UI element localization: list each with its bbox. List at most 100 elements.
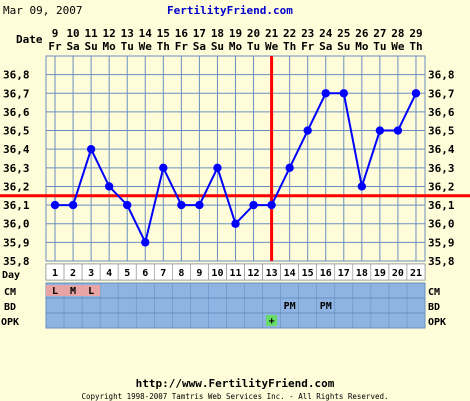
grid xyxy=(45,55,426,262)
day-number: 9 xyxy=(196,268,202,279)
date-number: 24 xyxy=(319,27,333,40)
cm-row-label-left: CM xyxy=(4,287,16,298)
opk-entry-cell xyxy=(266,315,278,326)
day-number: 8 xyxy=(178,268,184,279)
temperature-point xyxy=(141,238,150,247)
day-number: 7 xyxy=(160,268,166,279)
date-weekday: Sa xyxy=(193,40,206,53)
y-tick-label-right: 36,1 xyxy=(428,199,455,212)
temperature-point xyxy=(267,200,276,210)
day-number: 19 xyxy=(374,268,386,279)
bd-row-label-left: BD xyxy=(4,302,16,313)
day-number: 2 xyxy=(70,268,76,279)
day-number: 5 xyxy=(124,268,130,279)
date-weekday: Fr xyxy=(48,40,62,53)
date-weekday: Sa xyxy=(66,40,79,53)
bd-entry-label: PM xyxy=(284,301,296,312)
temperature-point xyxy=(123,200,132,210)
cm-row-label-right: CM xyxy=(428,287,440,298)
date-row-label: Date xyxy=(16,33,43,46)
day-number: 10 xyxy=(211,268,223,279)
footer-url[interactable]: http://www.FertilityFriend.com xyxy=(136,377,335,390)
y-tick-label-left: 35,9 xyxy=(3,236,30,249)
temperature-point xyxy=(213,163,222,173)
day-number: 1 xyxy=(52,268,58,279)
date-number: 29 xyxy=(409,27,422,40)
y-tick-label-left: 36,8 xyxy=(3,69,30,82)
day-number: 20 xyxy=(392,268,404,279)
site-title[interactable]: FertilityFriend.com xyxy=(167,4,293,17)
date-weekday: Tu xyxy=(247,40,260,53)
cm-entry-cell xyxy=(64,285,83,296)
y-tick-label-right: 35,9 xyxy=(428,236,455,249)
temperature-point xyxy=(285,163,294,173)
opk-row-label-right: OPK xyxy=(428,317,446,328)
date-weekday: Fr xyxy=(175,40,189,53)
date-number: 20 xyxy=(247,27,260,40)
date-number: 10 xyxy=(66,27,79,40)
temperature-point xyxy=(231,219,240,228)
temperature-point xyxy=(86,144,96,154)
y-tick-label-left: 36,4 xyxy=(3,143,30,156)
day-number: 3 xyxy=(88,268,94,279)
date-weekday: Su xyxy=(211,40,224,53)
cm-row xyxy=(45,282,426,299)
date-number: 18 xyxy=(211,27,224,40)
observation-rows: 1 2 3 4 5 6 7 8 9 10 11 12 13 14 15 16 17 18 19 20 21L M LPM PM… xyxy=(45,263,426,329)
y-tick-label-left: 35,8 xyxy=(3,255,30,268)
date-number: 16 xyxy=(175,27,189,40)
y-tick-label-right: 36,6 xyxy=(428,106,455,119)
day-number: 14 xyxy=(284,268,296,279)
date-weekday: Th xyxy=(157,40,170,53)
cm-entry-label: L xyxy=(52,286,58,297)
date-header-row: 9Fr10Sa11Su12Mo13Tu14We15Th16Fr17Sa18Su1… xyxy=(48,27,422,53)
y-tick-label-left: 36,0 xyxy=(3,218,30,231)
date-weekday: Su xyxy=(84,40,97,53)
bd-entry-label: PM xyxy=(320,301,332,312)
day-number: 4 xyxy=(106,268,112,279)
y-tick-label-right: 36,4 xyxy=(428,143,455,156)
y-tick-label-right: 36,0 xyxy=(428,218,455,231)
temperature-point xyxy=(357,182,367,191)
day-cell xyxy=(406,263,426,281)
date-number: 22 xyxy=(283,27,296,40)
bd-row-label-right: BD xyxy=(428,302,440,313)
y-tick-label-left: 36,5 xyxy=(3,125,30,138)
date-number: 12 xyxy=(103,27,116,40)
date-number: 15 xyxy=(157,27,170,40)
temperature-point xyxy=(321,89,330,98)
temperature-point xyxy=(159,163,168,173)
day-number: 12 xyxy=(248,268,260,279)
temperature-point xyxy=(411,89,421,98)
temperature-point xyxy=(177,200,186,210)
y-tick-label-right: 36,2 xyxy=(428,180,455,193)
day-number: 18 xyxy=(356,268,368,279)
cm-entry-label: M xyxy=(70,286,76,297)
date-weekday: Mo xyxy=(229,40,243,53)
temperature-point xyxy=(249,200,258,210)
day-row-label: Day xyxy=(2,270,20,281)
day-number: 11 xyxy=(229,268,241,279)
temperature-point xyxy=(393,126,403,135)
date-weekday: Tu xyxy=(121,40,134,53)
bd-row xyxy=(45,297,426,314)
temperature-point xyxy=(68,200,78,210)
day-number: 21 xyxy=(410,268,422,279)
date-weekday: Sa xyxy=(319,40,332,53)
date-weekday: Th xyxy=(283,40,296,53)
opk-entry-label: + xyxy=(269,316,275,327)
y-axis-ticks: 35,8 35,8 35,9 35,9 36,0 36,0 36,1 36,1 36,2 36,2… xyxy=(3,69,455,268)
date-number: 25 xyxy=(337,27,350,40)
date-number: 9 xyxy=(52,27,59,40)
temperature-point xyxy=(104,182,114,191)
date-number: 28 xyxy=(391,27,404,40)
y-tick-label-left: 36,6 xyxy=(3,106,30,119)
date-number: 21 xyxy=(265,27,279,40)
date-number: 13 xyxy=(121,27,134,40)
temperature-point xyxy=(303,126,312,135)
opk-row-label-left: OPK xyxy=(1,317,19,328)
temperature-point xyxy=(195,200,204,210)
temperature-point xyxy=(375,126,385,135)
y-tick-label-right: 36,3 xyxy=(428,162,455,175)
